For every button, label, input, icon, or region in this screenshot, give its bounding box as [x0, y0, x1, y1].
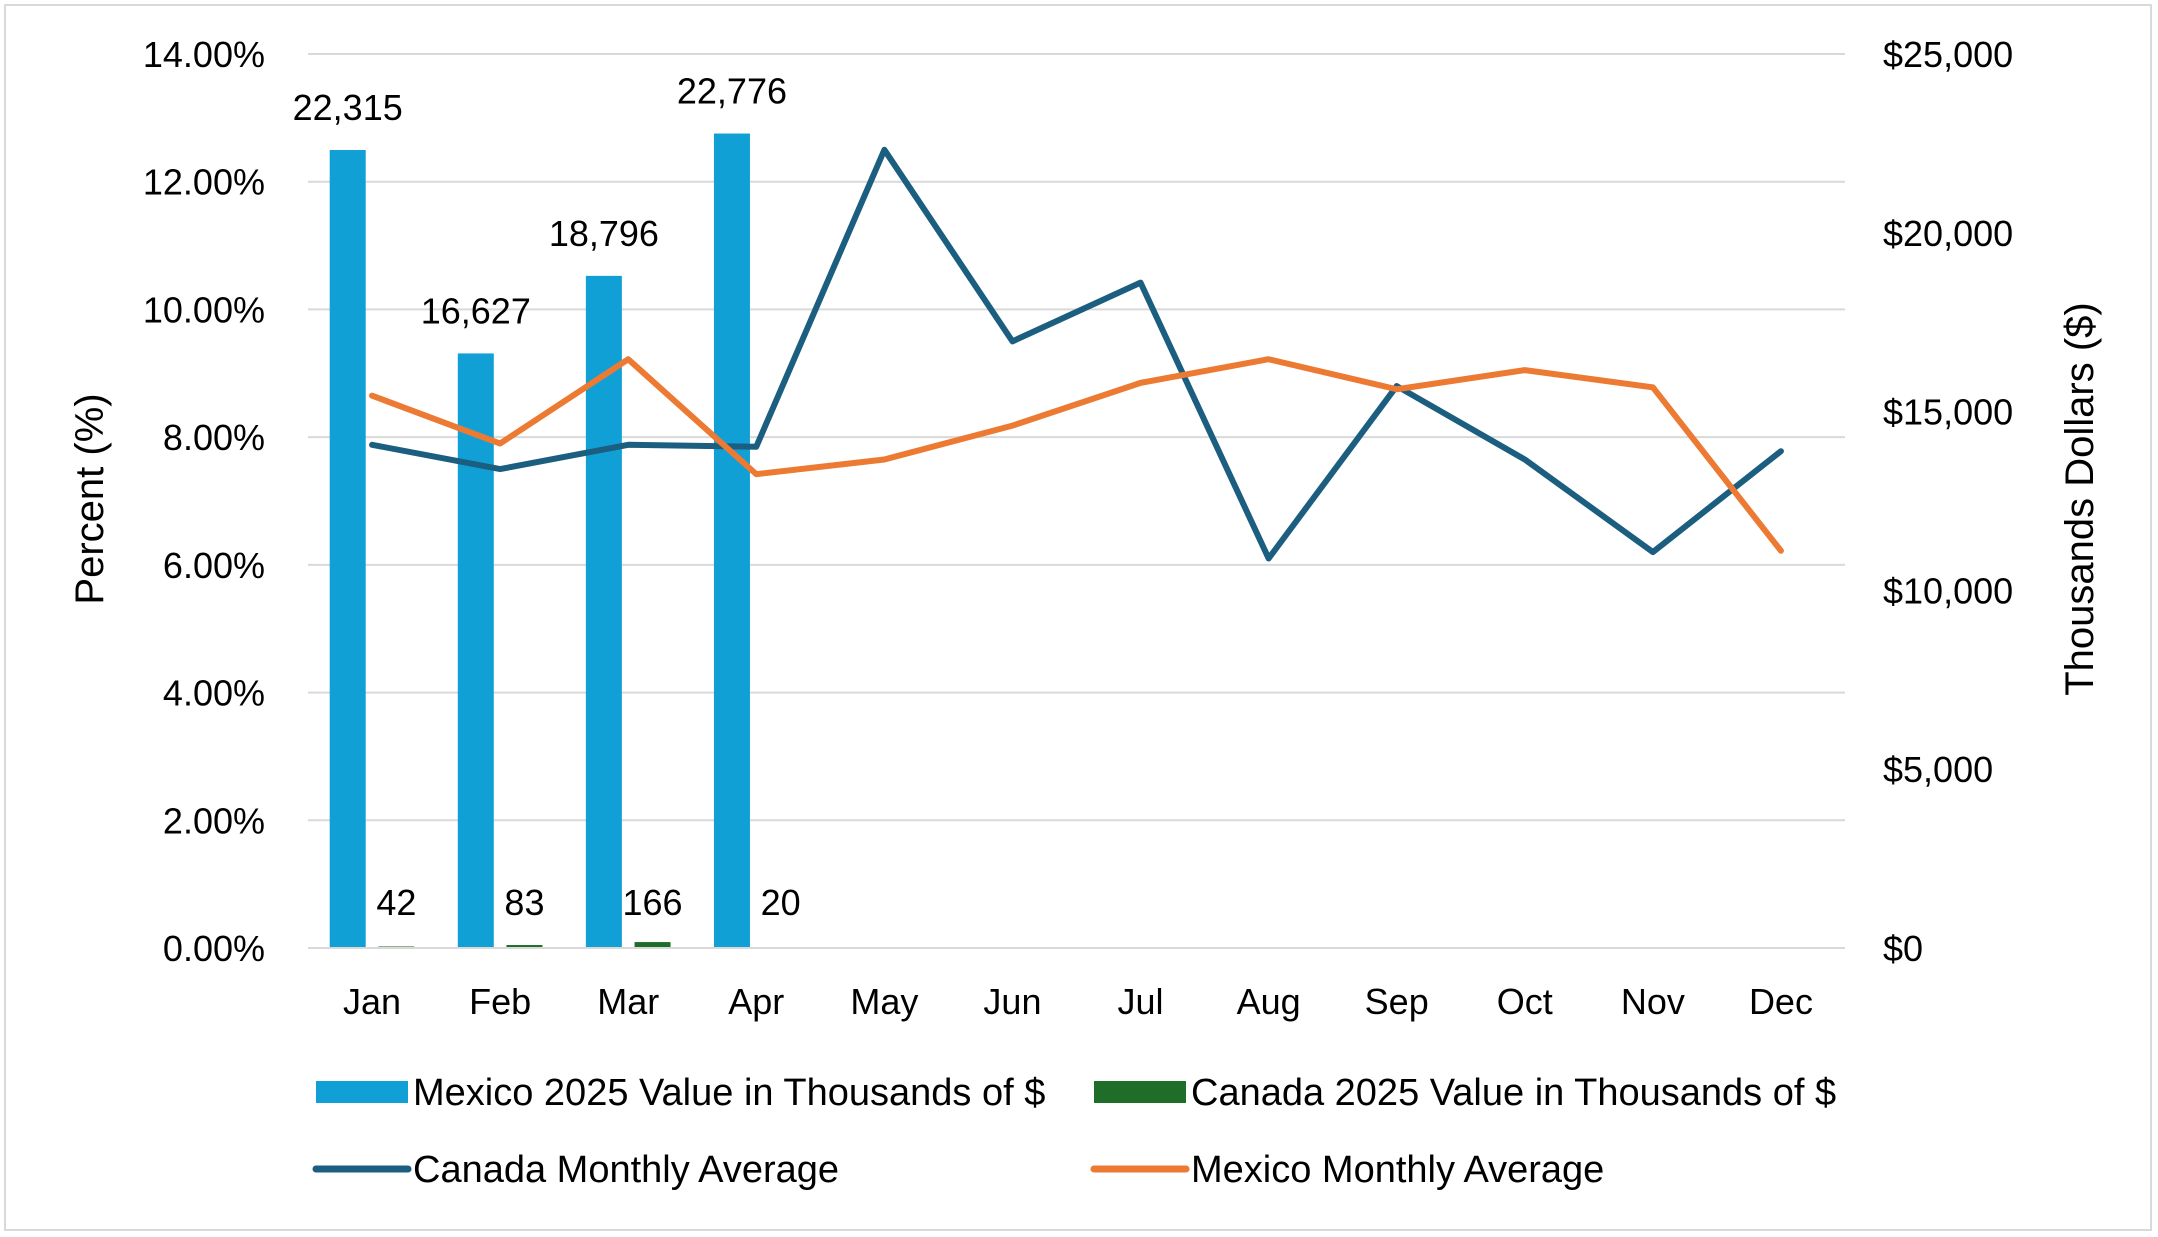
x-tick-label: Dec — [1749, 981, 1813, 1022]
series-line — [369, 356, 1784, 554]
x-tick-label: Jun — [983, 981, 1041, 1022]
left-tick-label: 10.00% — [143, 289, 265, 330]
left-tick-label: 12.00% — [143, 162, 265, 203]
bar — [506, 945, 543, 948]
bar — [634, 942, 671, 948]
x-tick-label: Mar — [597, 981, 659, 1022]
bar-value-label: 166 — [623, 882, 683, 923]
left-tick-label: 4.00% — [163, 673, 265, 714]
x-tick-label: Feb — [469, 981, 531, 1022]
left-axis-title: Percent (%) — [68, 393, 112, 604]
x-tick-label: Apr — [728, 981, 784, 1022]
bar-value-label: 83 — [504, 882, 544, 923]
legend-label: Mexico 2025 Value in Thousands of $ — [413, 1072, 1045, 1114]
bar-value-label: 20 — [761, 882, 801, 923]
legend-swatch — [1094, 1081, 1186, 1103]
bar-value-label: 22,315 — [293, 87, 403, 128]
right-tick-label: $5,000 — [1883, 749, 1993, 790]
left-tick-label: 6.00% — [163, 545, 265, 586]
left-tick-label: 14.00% — [143, 34, 265, 75]
right-tick-label: $15,000 — [1883, 392, 2013, 433]
bars — [329, 133, 799, 949]
x-tick-label: Jul — [1118, 981, 1164, 1022]
x-tick-label: Nov — [1621, 981, 1685, 1022]
right-tick-label: $25,000 — [1883, 34, 2013, 75]
legend-label: Canada 2025 Value in Thousands of $ — [1191, 1072, 1836, 1114]
x-tick-label: Aug — [1237, 981, 1301, 1022]
lines — [369, 146, 1784, 562]
gridlines — [308, 53, 1845, 949]
data-labels: 22,315 16,627 18,796 22,776 42 83 166 20 — [293, 71, 801, 923]
bar-value-label: 22,776 — [677, 71, 787, 112]
axes: 0.00% 2.00% 4.00% 6.00% 8.00% 10.00% 12.00% 14.… — [143, 34, 2013, 1022]
right-tick-label: $10,000 — [1883, 570, 2013, 611]
right-tick-label: $20,000 — [1883, 213, 2013, 254]
bar-value-label: 18,796 — [549, 213, 659, 254]
bar — [329, 150, 366, 948]
bar-value-label: 16,627 — [421, 290, 531, 331]
bar — [713, 133, 750, 948]
legend: Mexico 2025 Value in Thousands of $ Canad… — [312, 1072, 1836, 1191]
left-tick-label: 0.00% — [163, 928, 265, 969]
x-tick-label: Jan — [343, 981, 401, 1022]
left-tick-label: 8.00% — [163, 417, 265, 458]
bar — [457, 353, 494, 949]
x-tick-label: May — [850, 981, 918, 1022]
x-tick-label: Sep — [1365, 981, 1429, 1022]
right-tick-label: $0 — [1883, 928, 1923, 969]
left-tick-label: 2.00% — [163, 800, 265, 841]
right-axis-title: Thousands Dollars ($) — [2058, 302, 2102, 696]
legend-swatch — [316, 1081, 408, 1103]
x-tick-label: Oct — [1497, 981, 1553, 1022]
series-line — [369, 146, 1784, 562]
legend-label: Canada Monthly Average — [413, 1149, 839, 1191]
bar-value-label: 42 — [376, 882, 416, 923]
legend-label: Mexico Monthly Average — [1191, 1149, 1604, 1191]
bar — [585, 275, 622, 948]
